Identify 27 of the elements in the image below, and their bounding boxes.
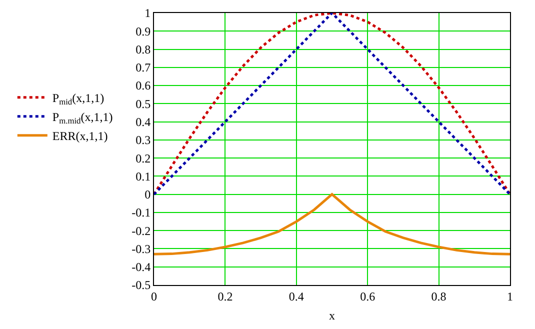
y-tick-label: -0.5 (132, 278, 151, 292)
x-axis-title: x (329, 308, 335, 322)
legend-label: P$_{m.mid}$(x,1,1) (52, 110, 113, 126)
y-tick-label: 0.3 (136, 133, 151, 148)
y-tick-label: -0.4 (132, 260, 151, 274)
y-tick-label: 0.8 (136, 42, 151, 56)
line-series (154, 193, 510, 256)
x-tick-label: 0.2 (218, 289, 233, 304)
y-tick-label: 0.6 (136, 78, 151, 93)
y-tick-label: 0.4 (136, 115, 151, 129)
y-tick-label: 0.5 (136, 96, 151, 111)
x-tick-label: 0.8 (431, 289, 446, 304)
y-tick-label: -0.3 (132, 242, 151, 256)
legend-label: P$_{mid}$(x,1,1) (52, 91, 104, 107)
y-tick-label: -0.1 (132, 206, 151, 220)
legend-label: ERR(x,1,1) (52, 129, 108, 144)
y-tick-label: -0.2 (132, 224, 151, 238)
x-tick-label: 0.6 (360, 289, 376, 304)
y-tick-label: 1 (144, 6, 151, 20)
y-tick-label: 0.2 (136, 151, 151, 166)
line-series (154, 13, 510, 196)
x-tick-label: 1 (507, 289, 513, 304)
y-tick-label: 0 (144, 188, 151, 202)
y-tick-label: 0.7 (136, 60, 151, 75)
y-tick-label: 0.9 (136, 24, 151, 38)
x-tick-label: 0.4 (288, 289, 304, 304)
y-tick-label: 0.1 (136, 169, 151, 184)
